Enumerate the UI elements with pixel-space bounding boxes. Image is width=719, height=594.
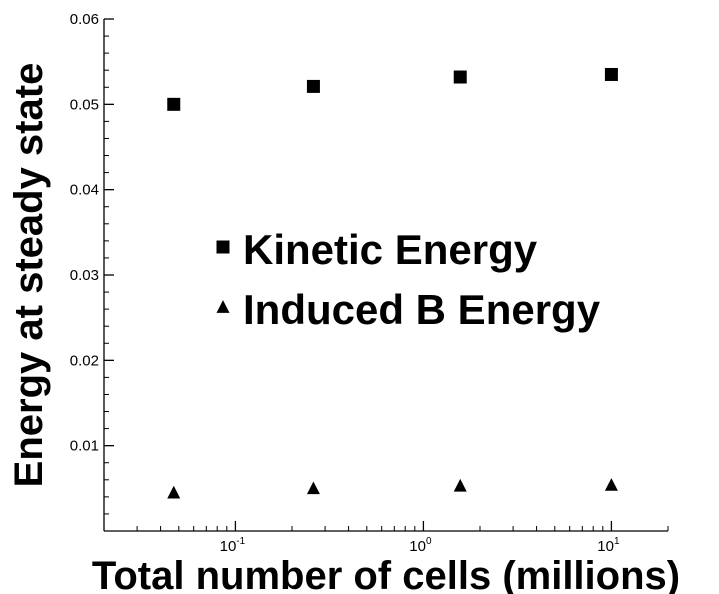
x-tick-label: 101 <box>597 536 620 555</box>
legend-triangle-marker <box>216 300 230 313</box>
kinetic-energy-point <box>167 97 181 111</box>
induced-b-energy-point <box>604 478 618 491</box>
ticks: 0.01 0.02 0.03 0.04 0.05 0.06 10-1 100 101 <box>70 11 669 555</box>
x-tick-label: 10-1 <box>220 536 246 555</box>
x-tick-label: 100 <box>409 536 432 555</box>
kinetic-energy-point <box>306 79 320 93</box>
y-tick-label: 0.03 <box>70 267 99 284</box>
data-marks <box>167 67 618 499</box>
y-tick-label: 0.05 <box>70 96 99 113</box>
y-tick-label: 0.06 <box>70 11 99 28</box>
y-tick-label: 0.04 <box>70 182 99 199</box>
induced-b-energy-point <box>167 485 181 499</box>
legend-square-marker <box>216 240 230 254</box>
induced-b-energy-point <box>453 478 467 492</box>
induced-b-energy-point <box>306 481 320 495</box>
x-axis-title: Total number of cells (millions) <box>92 554 680 594</box>
y-tick-label: 0.02 <box>70 352 99 369</box>
y-tick-label: 0.01 <box>70 438 99 455</box>
legend-label: Kinetic Energy <box>243 226 538 273</box>
legend: Kinetic Energy Induced B Energy <box>216 226 601 333</box>
axes <box>103 19 668 532</box>
legend-label: Induced B Energy <box>243 286 601 333</box>
kinetic-energy-point <box>604 67 618 81</box>
y-axis-title: Energy at steady state <box>7 63 51 488</box>
kinetic-energy-point <box>453 70 467 84</box>
